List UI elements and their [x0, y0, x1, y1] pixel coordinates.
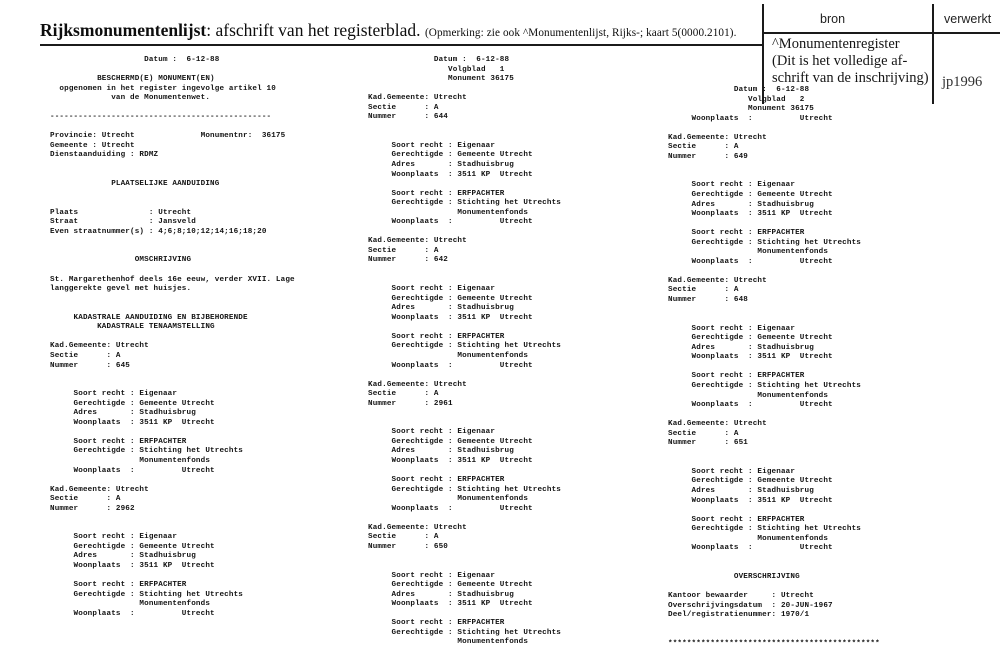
bron-cell-content: ^Monumentenregister (Dit is het volledig… — [772, 36, 932, 87]
register-column-right: Datum : 6-12-88 Volgblad 2 Monument 3617… — [668, 86, 880, 648]
page-title-remark: (Opmerking: zie ook ^Monumentenlijst, Ri… — [424, 27, 737, 39]
page-title: Rijksmonumentenlijst: afschrift van het … — [40, 20, 737, 41]
table-vertical-rule-left — [762, 4, 764, 104]
page-title-rest: : afschrift van het registerblad. — [206, 20, 421, 40]
register-column-left: Datum : 6-12-88 BESCHERMD(E) MONUMENT(EN… — [50, 56, 295, 618]
bron-line-2: (Dit is het volledige af- — [772, 53, 908, 69]
register-column-middle: Datum : 6-12-88 Volgblad 1 Monument 3617… — [368, 56, 561, 647]
document-header: Rijksmonumentenlijst: afschrift van het … — [0, 0, 1000, 46]
table-header-rule — [762, 32, 1000, 34]
bron-verwerkt-table: bron verwerkt ^Monumentenregister (Dit i… — [762, 4, 1000, 104]
bron-line-3: schrift van de inschrijving) — [772, 70, 929, 86]
page-title-bold: Rijksmonumentenlijst — [40, 20, 207, 40]
verwerkt-cell-value: jp1996 — [942, 74, 983, 90]
table-vertical-rule-middle — [932, 4, 934, 104]
table-column-header-bron: bron — [820, 12, 846, 26]
table-column-header-verwerkt: verwerkt — [944, 12, 992, 26]
title-underline-rule — [40, 44, 762, 46]
bron-line-1: ^Monumentenregister — [772, 36, 900, 52]
